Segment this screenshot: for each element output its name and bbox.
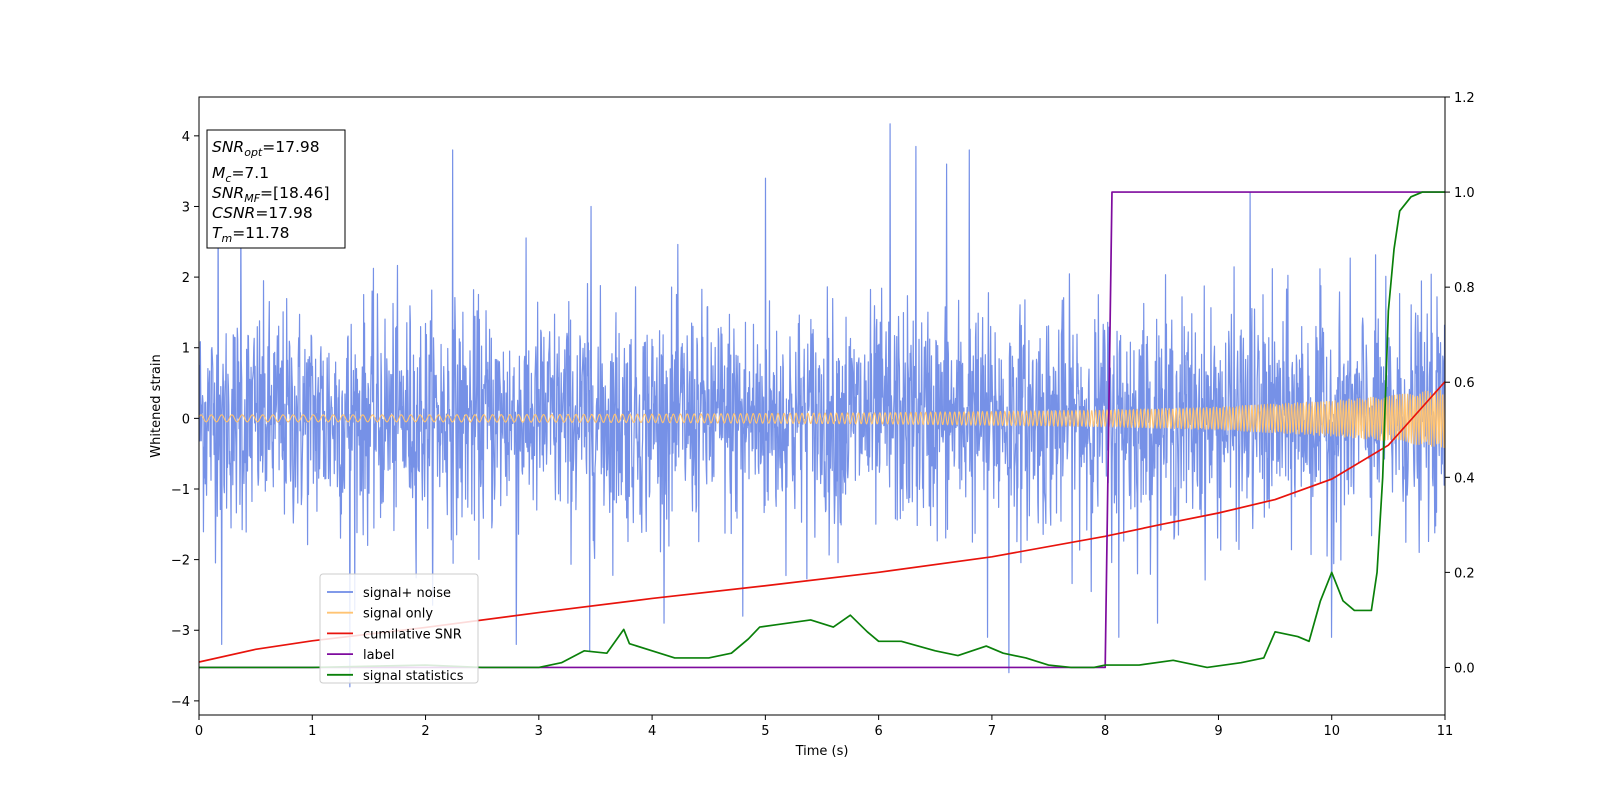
axes: 0 1 2 3 4 5 6 7 8 9 10 11 −4 −3 −2 −1 0 1 2 3 4 0.0 0.2 0.4 0.6 0…: [171, 91, 1475, 739]
y-left-tick-label: −3: [171, 624, 190, 639]
x-tick-label: 2: [421, 724, 429, 739]
info-snr-opt: SNRopt=17.98: [212, 138, 320, 159]
y-right-tick-label: 1.2: [1454, 91, 1475, 106]
y-left-tick-label: 3: [182, 200, 190, 215]
info-box: SNRopt=17.98 Mc=7.1 SNRMF=[18.46] CSNR=1…: [206, 129, 346, 249]
legend-label: signal only: [363, 607, 433, 622]
x-tick-label: 5: [761, 724, 769, 739]
y-right-tick-label: 0.6: [1454, 376, 1475, 391]
info-snr-mf: SNRMF=[18.46]: [212, 184, 330, 205]
series-line-signal-noise: [199, 123, 1445, 688]
x-tick-label: 0: [195, 724, 203, 739]
y-right-tick-label: 0.2: [1454, 566, 1475, 581]
x-tick-label: 7: [988, 724, 996, 739]
y-left-tick-label: 2: [182, 271, 190, 286]
info-box-frame: [206, 129, 346, 249]
y-left-tick-label: −2: [171, 554, 190, 569]
y-left-tick-label: 0: [182, 412, 190, 427]
legend-label: cumilative SNR: [363, 627, 462, 642]
y-right-tick-label: 0.4: [1454, 471, 1475, 486]
info-csnr: CSNR=17.98: [212, 204, 313, 222]
info-tm: Tm=11.78: [212, 224, 290, 245]
y-left-tick-label: 4: [182, 130, 190, 145]
y-left-tick-label: −1: [171, 483, 190, 498]
legend-label: signal+ noise: [363, 586, 451, 601]
x-tick-label: 10: [1323, 724, 1340, 739]
series-line-signal-statistics: [199, 191, 1445, 669]
legend-label: signal statistics: [363, 669, 464, 684]
x-axis-title: Time (s): [795, 744, 849, 759]
info-mc: Mc=7.1: [212, 164, 269, 185]
series-line-label: [199, 191, 1445, 669]
y-axis-title: Whitened strain: [149, 354, 164, 457]
y-right-tick-label: 0.8: [1454, 281, 1475, 296]
y-right-tick-label: 0.0: [1454, 661, 1475, 676]
series-line-signal-only: [199, 389, 1445, 449]
x-tick-label: 8: [1101, 724, 1109, 739]
y-left-tick-label: 1: [182, 342, 190, 357]
legend-label: label: [363, 648, 394, 663]
x-tick-label: 6: [874, 724, 882, 739]
x-tick-label: 1: [308, 724, 316, 739]
x-tick-label: 4: [648, 724, 656, 739]
y-left-tick-label: −4: [171, 695, 190, 710]
legend-frame: [319, 573, 479, 684]
x-tick-label: 3: [535, 724, 543, 739]
y-right-tick-label: 1.0: [1454, 186, 1475, 201]
x-tick-label: 9: [1214, 724, 1222, 739]
x-tick-label: 11: [1437, 724, 1454, 739]
plot-frame: [198, 96, 1446, 716]
legend: signal+ noise signal only cumilative SNR la…: [319, 573, 479, 684]
